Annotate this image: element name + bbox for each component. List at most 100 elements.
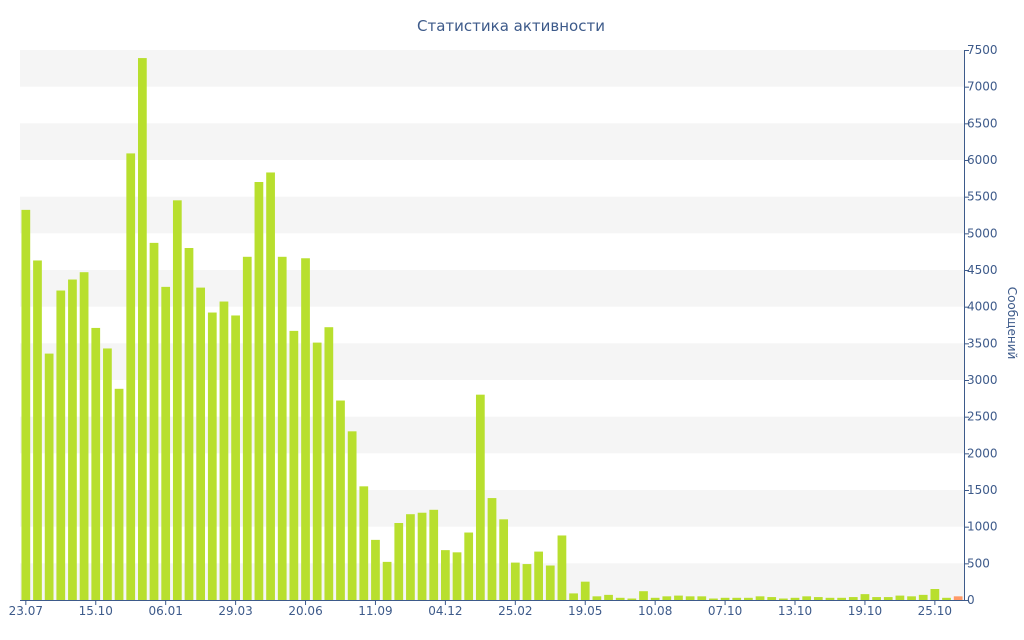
- bar: [813, 597, 823, 600]
- bar: [254, 182, 264, 600]
- bar: [534, 551, 543, 600]
- bar: [685, 596, 695, 600]
- bar: [697, 596, 707, 600]
- bar: [429, 509, 439, 600]
- bar: [475, 394, 485, 600]
- bar: [359, 486, 369, 600]
- bar: [417, 512, 427, 600]
- bar: [21, 209, 31, 600]
- grid-band: [20, 123, 964, 160]
- bar: [138, 58, 147, 600]
- bar: [114, 388, 124, 600]
- y-tick-label: 3500: [967, 336, 998, 350]
- bar: [545, 565, 555, 600]
- bar: [91, 327, 101, 600]
- y-tick-label: 4000: [967, 300, 998, 314]
- bar: [499, 519, 509, 600]
- bar: [196, 287, 206, 600]
- y-axis-label: Сообщений: [1005, 287, 1019, 360]
- bar: [639, 591, 648, 600]
- bar: [907, 596, 916, 600]
- bar: [802, 596, 812, 600]
- x-tick-label: 23.07: [9, 604, 43, 618]
- bar: [184, 248, 194, 600]
- bar: [755, 596, 765, 600]
- bar: [790, 597, 800, 600]
- x-tick-label: 19.10: [848, 604, 882, 618]
- bar: [347, 431, 357, 600]
- bar: [207, 312, 217, 600]
- y-tick-label: 1000: [967, 520, 998, 534]
- bar: [744, 597, 753, 600]
- bar: [68, 279, 77, 600]
- bar: [837, 597, 846, 600]
- x-tick-label: 11.09: [358, 604, 392, 618]
- grid-band: [20, 196, 964, 234]
- bar: [510, 562, 520, 600]
- x-tick-label: 25.02: [498, 604, 532, 618]
- x-axis-ticks: 23.07 15.10 06.01 29.03 20.06 11.09 04.12 25.02…: [9, 600, 952, 618]
- bar: [883, 597, 893, 600]
- x-tick-label: 20.06: [288, 604, 322, 618]
- x-tick-label: 19.05: [568, 604, 602, 618]
- bar-series: [21, 58, 963, 600]
- y-tick-label: 2500: [967, 410, 998, 424]
- bar: [487, 498, 497, 600]
- y-tick-label: 0: [967, 593, 975, 607]
- bar: [277, 256, 287, 600]
- bar: [720, 597, 730, 600]
- bar: [172, 200, 182, 600]
- bar: [371, 539, 380, 600]
- bar: [662, 596, 672, 600]
- x-tick-label: 13.10: [778, 604, 812, 618]
- bar: [860, 594, 870, 600]
- bar: [930, 589, 940, 600]
- x-tick-label: 07.10: [708, 604, 742, 618]
- bar: [615, 597, 625, 600]
- bar: [336, 400, 345, 600]
- bar: [569, 593, 578, 600]
- bar: [324, 327, 334, 600]
- bar: [918, 594, 928, 600]
- bar: [219, 301, 229, 600]
- y-tick-label: 2000: [967, 446, 998, 460]
- x-tick-label: 06.01: [148, 604, 182, 618]
- y-tick-label: 6000: [967, 153, 998, 167]
- x-tick-label: 25.10: [918, 604, 952, 618]
- bar: [149, 242, 159, 600]
- bar: [592, 596, 602, 600]
- bar: [732, 597, 742, 600]
- bar: [522, 564, 532, 600]
- bar: [44, 353, 54, 600]
- bar: [580, 581, 590, 600]
- bar: [627, 598, 637, 600]
- bar: [266, 172, 275, 600]
- bar: [604, 594, 613, 600]
- y-tick-label: 7500: [967, 43, 998, 57]
- bar: [242, 256, 252, 600]
- bar: [312, 342, 322, 600]
- y-tick-label: 4500: [967, 263, 998, 277]
- bar: [289, 330, 299, 600]
- bar: [674, 595, 683, 600]
- y-tick-label: 7000: [967, 80, 998, 94]
- bar: [33, 260, 42, 600]
- bar: [406, 514, 415, 600]
- bar: [452, 552, 462, 600]
- bar: [231, 315, 240, 600]
- bar: [301, 258, 310, 600]
- y-tick-label: 500: [967, 556, 990, 570]
- bar: [942, 597, 951, 600]
- bar: [161, 286, 171, 600]
- y-tick-label: 5500: [967, 190, 998, 204]
- bar: [557, 535, 567, 600]
- bar: [394, 523, 404, 600]
- bar: [895, 595, 905, 600]
- y-tick-label: 5000: [967, 226, 998, 240]
- bar: [767, 597, 777, 600]
- grid-band: [20, 50, 964, 87]
- bar: [825, 597, 835, 600]
- bar: [953, 596, 963, 600]
- y-axis-ticks: 0 500 1000 1500 2000 2500 3000 3500 4000 4500 5000…: [964, 43, 998, 607]
